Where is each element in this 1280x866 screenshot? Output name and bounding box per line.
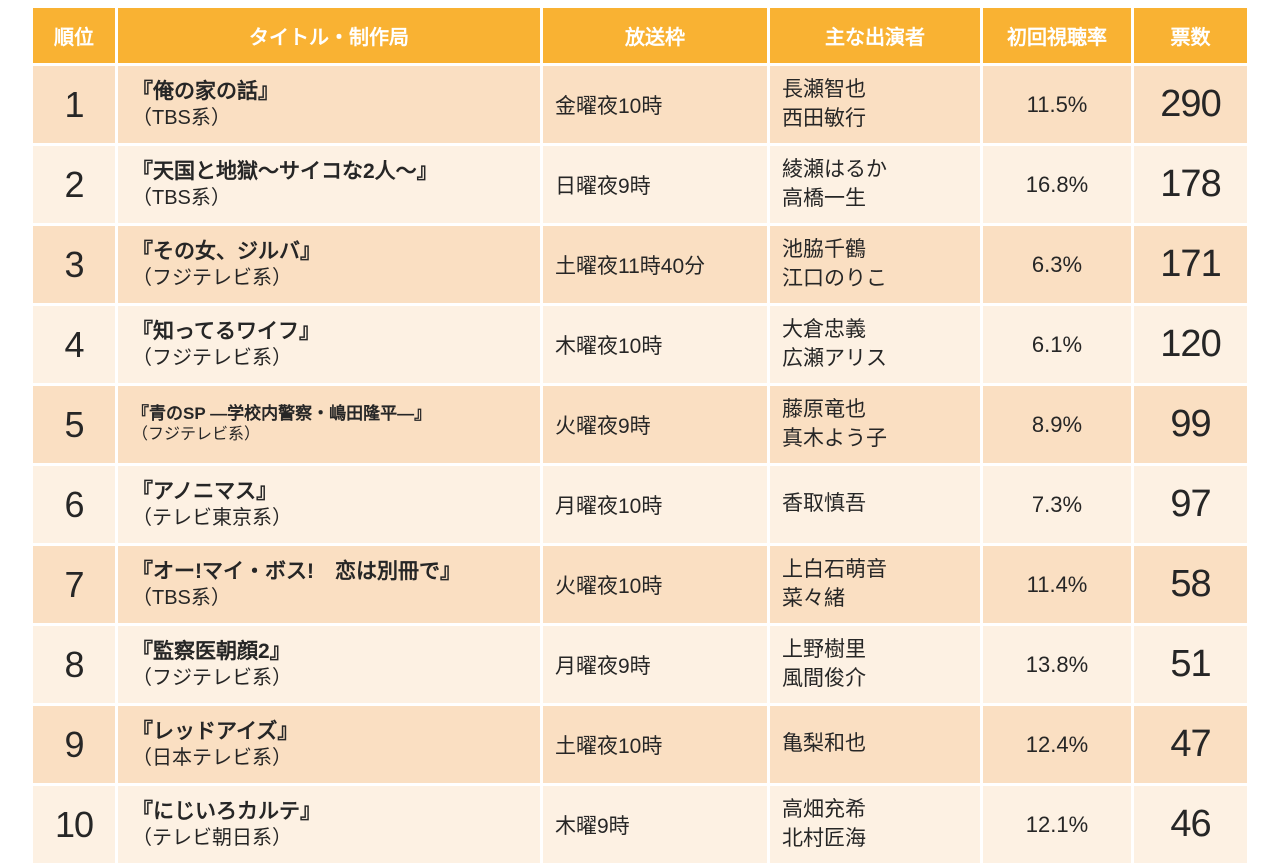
network-label: （日本テレビ系） bbox=[132, 747, 292, 770]
network-label: （TBS系） bbox=[132, 107, 231, 130]
broadcast-slot-cell: 月曜夜10時 bbox=[543, 466, 767, 543]
table-row: 3 『その女、ジルバ』 （フジテレビ系） 土曜夜11時40分 池脇千鶴 江口のり… bbox=[33, 226, 1247, 303]
cast-cell: 高畑充希 北村匠海 bbox=[770, 786, 980, 863]
rating-cell: 11.4% bbox=[983, 546, 1131, 623]
broadcast-slot-cell: 日曜夜9時 bbox=[543, 146, 767, 223]
rank-cell: 7 bbox=[33, 546, 115, 623]
rank-cell: 2 bbox=[33, 146, 115, 223]
votes-cell: 47 bbox=[1134, 706, 1247, 783]
table-row: 10 『にじいろカルテ』 （テレビ朝日系） 木曜9時 高畑充希 北村匠海 12.… bbox=[33, 786, 1247, 863]
broadcast-slot-cell: 木曜9時 bbox=[543, 786, 767, 863]
network-label: （TBS系） bbox=[132, 187, 231, 210]
drama-title: 『監察医朝顔2』 bbox=[132, 639, 291, 663]
broadcast-slot-cell: 土曜夜11時40分 bbox=[543, 226, 767, 303]
header-cell-slot: 放送枠 bbox=[543, 8, 767, 63]
header-cell-votes: 票数 bbox=[1134, 8, 1247, 63]
votes-cell: 46 bbox=[1134, 786, 1247, 863]
cast-cell: 上白石萌音 菜々緒 bbox=[770, 546, 980, 623]
table-header-row: 順位 タイトル・制作局 放送枠 主な出演者 初回視聴率 票数 bbox=[33, 8, 1247, 63]
title-cell: 『天国と地獄～サイコな2人～』 （TBS系） bbox=[118, 146, 540, 223]
title-cell: 『アノニマス』 （テレビ東京系） bbox=[118, 466, 540, 543]
rank-cell: 4 bbox=[33, 306, 115, 383]
rank-cell: 8 bbox=[33, 626, 115, 703]
table-row: 4 『知ってるワイフ』 （フジテレビ系） 木曜夜10時 大倉忠義 広瀬アリス 6… bbox=[33, 306, 1247, 383]
votes-cell: 97 bbox=[1134, 466, 1247, 543]
broadcast-slot-cell: 火曜夜9時 bbox=[543, 386, 767, 463]
votes-cell: 171 bbox=[1134, 226, 1247, 303]
votes-cell: 58 bbox=[1134, 546, 1247, 623]
header-cell-rating: 初回視聴率 bbox=[983, 8, 1131, 63]
drama-title: 『にじいろカルテ』 bbox=[132, 799, 321, 823]
table-row: 8 『監察医朝顔2』 （フジテレビ系） 月曜夜9時 上野樹里 風間俊介 13.8… bbox=[33, 626, 1247, 703]
broadcast-slot-cell: 月曜夜9時 bbox=[543, 626, 767, 703]
votes-cell: 290 bbox=[1134, 66, 1247, 143]
rank-cell: 9 bbox=[33, 706, 115, 783]
title-cell: 『監察医朝顔2』 （フジテレビ系） bbox=[118, 626, 540, 703]
rank-cell: 5 bbox=[33, 386, 115, 463]
cast-cell: 池脇千鶴 江口のりこ bbox=[770, 226, 980, 303]
network-label: （フジテレビ系） bbox=[132, 667, 292, 690]
drama-title: 『青のSP ―学校内警察・嶋田隆平―』 bbox=[132, 404, 432, 424]
rating-cell: 6.3% bbox=[983, 226, 1131, 303]
network-label: （TBS系） bbox=[132, 587, 231, 610]
title-cell: 『にじいろカルテ』 （テレビ朝日系） bbox=[118, 786, 540, 863]
title-cell: 『俺の家の話』 （TBS系） bbox=[118, 66, 540, 143]
rating-cell: 11.5% bbox=[983, 66, 1131, 143]
votes-cell: 120 bbox=[1134, 306, 1247, 383]
table-row: 5 『青のSP ―学校内警察・嶋田隆平―』 （フジテレビ系） 火曜夜9時 藤原竜… bbox=[33, 386, 1247, 463]
table-row: 6 『アノニマス』 （テレビ東京系） 月曜夜10時 香取慎吾 7.3% 97 bbox=[33, 466, 1247, 543]
broadcast-slot-cell: 木曜夜10時 bbox=[543, 306, 767, 383]
rating-cell: 8.9% bbox=[983, 386, 1131, 463]
drama-title: 『知ってるワイフ』 bbox=[132, 319, 320, 343]
drama-title: 『アノニマス』 bbox=[132, 479, 278, 503]
rank-cell: 10 bbox=[33, 786, 115, 863]
rating-cell: 12.1% bbox=[983, 786, 1131, 863]
drama-title: 『その女、ジルバ』 bbox=[132, 239, 321, 263]
cast-cell: 亀梨和也 bbox=[770, 706, 980, 783]
network-label: （フジテレビ系） bbox=[132, 347, 292, 370]
votes-cell: 99 bbox=[1134, 386, 1247, 463]
title-cell: 『レッドアイズ』 （日本テレビ系） bbox=[118, 706, 540, 783]
broadcast-slot-cell: 土曜夜10時 bbox=[543, 706, 767, 783]
rank-cell: 6 bbox=[33, 466, 115, 543]
cast-cell: 上野樹里 風間俊介 bbox=[770, 626, 980, 703]
rating-cell: 13.8% bbox=[983, 626, 1131, 703]
table-row: 9 『レッドアイズ』 （日本テレビ系） 土曜夜10時 亀梨和也 12.4% 47 bbox=[33, 706, 1247, 783]
rank-cell: 1 bbox=[33, 66, 115, 143]
drama-ranking-table: 順位 タイトル・制作局 放送枠 主な出演者 初回視聴率 票数 1 『俺の家の話』… bbox=[30, 5, 1250, 866]
network-label: （フジテレビ系） bbox=[132, 426, 261, 444]
rating-cell: 16.8% bbox=[983, 146, 1131, 223]
cast-cell: 長瀬智也 西田敏行 bbox=[770, 66, 980, 143]
title-cell: 『青のSP ―学校内警察・嶋田隆平―』 （フジテレビ系） bbox=[118, 386, 540, 463]
title-cell: 『その女、ジルバ』 （フジテレビ系） bbox=[118, 226, 540, 303]
rating-cell: 6.1% bbox=[983, 306, 1131, 383]
header-cell-cast: 主な出演者 bbox=[770, 8, 980, 63]
title-cell: 『知ってるワイフ』 （フジテレビ系） bbox=[118, 306, 540, 383]
drama-title: 『俺の家の話』 bbox=[132, 79, 279, 103]
broadcast-slot-cell: 火曜夜10時 bbox=[543, 546, 767, 623]
rating-cell: 12.4% bbox=[983, 706, 1131, 783]
title-cell: 『オー!マイ・ボス! 恋は別冊で』 （TBS系） bbox=[118, 546, 540, 623]
cast-cell: 大倉忠義 広瀬アリス bbox=[770, 306, 980, 383]
header-cell-title: タイトル・制作局 bbox=[118, 8, 540, 63]
header-cell-rank: 順位 bbox=[33, 8, 115, 63]
network-label: （テレビ東京系） bbox=[132, 507, 292, 530]
rating-cell: 7.3% bbox=[983, 466, 1131, 543]
cast-cell: 綾瀬はるか 高橋一生 bbox=[770, 146, 980, 223]
votes-cell: 51 bbox=[1134, 626, 1247, 703]
cast-cell: 藤原竜也 真木よう子 bbox=[770, 386, 980, 463]
drama-title: 『オー!マイ・ボス! 恋は別冊で』 bbox=[132, 559, 461, 583]
network-label: （テレビ朝日系） bbox=[132, 827, 292, 850]
broadcast-slot-cell: 金曜夜10時 bbox=[543, 66, 767, 143]
votes-cell: 178 bbox=[1134, 146, 1247, 223]
drama-title: 『レッドアイズ』 bbox=[132, 719, 299, 743]
rank-cell: 3 bbox=[33, 226, 115, 303]
drama-title: 『天国と地獄～サイコな2人～』 bbox=[132, 159, 438, 183]
table-row: 2 『天国と地獄～サイコな2人～』 （TBS系） 日曜夜9時 綾瀬はるか 高橋一… bbox=[33, 146, 1247, 223]
network-label: （フジテレビ系） bbox=[132, 267, 292, 290]
table-row: 1 『俺の家の話』 （TBS系） 金曜夜10時 長瀬智也 西田敏行 11.5% … bbox=[33, 66, 1247, 143]
table-row: 7 『オー!マイ・ボス! 恋は別冊で』 （TBS系） 火曜夜10時 上白石萌音 … bbox=[33, 546, 1247, 623]
cast-cell: 香取慎吾 bbox=[770, 466, 980, 543]
